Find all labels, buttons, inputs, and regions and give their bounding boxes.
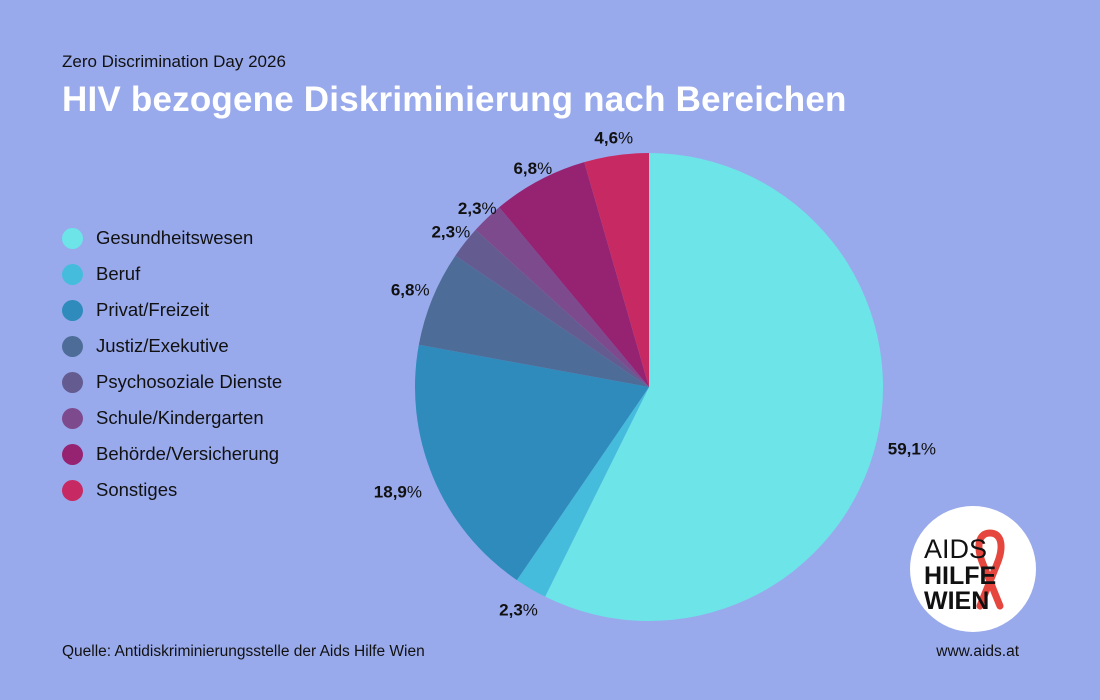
slice-value-label: 2,3% <box>499 601 538 620</box>
chart-subtitle: Zero Discrimination Day 2026 <box>62 52 286 71</box>
pie-slice-sonstiges <box>584 153 649 387</box>
legend-swatch <box>62 371 83 393</box>
pie-slice-beruf <box>516 387 649 597</box>
slice-value-label: 59,1% <box>888 440 936 459</box>
logo-text-aids: AIDS <box>924 534 987 564</box>
legend-swatch <box>62 443 83 465</box>
legend-item-privat-freizeit: Privat/Freizeit <box>62 292 282 328</box>
chart-legend: Gesundheitswesen Beruf Privat/Freizeit J… <box>62 220 282 508</box>
slice-value-label: 6,8% <box>391 280 430 299</box>
pie-slice-psychosoziale-dienste <box>455 229 649 387</box>
slice-value-label: 18,9% <box>374 483 422 502</box>
aids-hilfe-wien-logo: AIDS HILFE WIEN <box>910 506 1036 632</box>
legend-swatch <box>62 335 83 357</box>
legend-swatch <box>62 407 83 429</box>
legend-label: Beruf <box>96 263 141 284</box>
slice-value-label: 2,3% <box>458 199 497 218</box>
legend-item-psychosoziale-dienste: Psychosoziale Dienste <box>62 364 282 400</box>
pie-slice-gesundheitswesen <box>545 153 884 621</box>
legend-item-justiz-exekutive: Justiz/Exekutive <box>62 328 282 364</box>
slice-value-label: 2,3% <box>431 222 470 241</box>
legend-item-behoerde-versicherung: Behörde/Versicherung <box>62 436 282 472</box>
legend-label: Schule/Kindergarten <box>96 407 264 428</box>
legend-swatch <box>62 479 83 501</box>
red-ribbon-icon <box>975 529 1005 610</box>
legend-label: Gesundheitswesen <box>96 227 254 248</box>
legend-swatch <box>62 263 83 285</box>
legend-swatch <box>62 299 83 321</box>
pie-slice-schule-kindergarten <box>475 207 649 387</box>
logo-circle <box>910 506 1036 632</box>
source-note: Quelle: Antidiskriminierungsstelle der A… <box>62 643 425 660</box>
legend-label: Justiz/Exekutive <box>96 335 229 356</box>
legend-label: Sonstiges <box>96 479 178 500</box>
legend-label: Behörde/Versicherung <box>96 443 280 464</box>
pie-slice-justiz-exekutive <box>418 255 649 387</box>
website-link[interactable]: www.aids.at <box>936 643 1019 660</box>
logo-text-wien: WIEN <box>924 587 989 615</box>
legend-item-beruf: Beruf <box>62 256 282 292</box>
legend-label: Psychosoziale Dienste <box>96 371 283 392</box>
legend-item-schule-kindergarten: Schule/Kindergarten <box>62 400 282 436</box>
pie-slice-privat-freizeit <box>414 344 649 581</box>
legend-item-gesundheitswesen: Gesundheitswesen <box>62 220 282 256</box>
pie-slice-behörde-versicherung <box>499 162 649 387</box>
slice-value-label: 6,8% <box>513 159 552 178</box>
legend-item-sonstiges: Sonstiges <box>62 472 282 508</box>
legend-swatch <box>62 227 83 249</box>
chart-title: HIV bezogene Diskriminierung nach Bereic… <box>62 80 847 119</box>
legend-label: Privat/Freizeit <box>96 299 210 320</box>
slice-value-label: 4,6% <box>594 128 633 147</box>
logo-text-hilfe: HILFE <box>924 562 996 590</box>
